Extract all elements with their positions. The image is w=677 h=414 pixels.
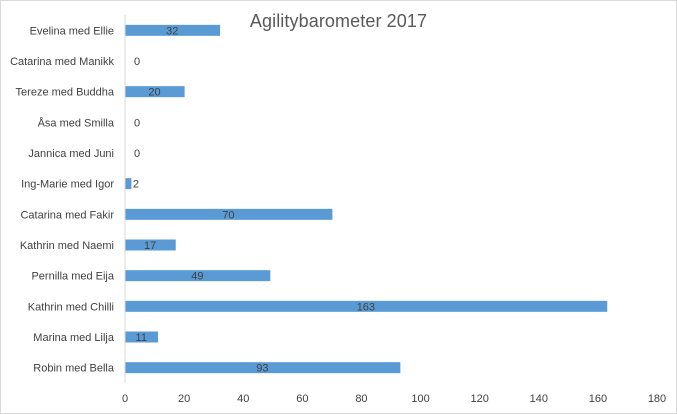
data-label: 32 [166,25,178,37]
category-label: Evelina med Ellie [30,25,114,37]
category-label: Kathrin med Chilli [28,301,114,313]
bar [125,300,608,312]
chart-title: Agilitybarometer 2017 [249,11,428,31]
bar [125,331,159,343]
x-tick-label: 0 [122,393,128,405]
x-tick-label: 100 [411,393,429,405]
bar [125,178,132,190]
bar [125,86,185,98]
data-label: 11 [136,332,147,344]
category-label: Catarina med Fakir [20,209,114,221]
data-label: 163 [357,301,375,313]
data-label: 0 [134,148,140,160]
x-tick-label: 180 [648,393,666,405]
category-label: Kathrin med Naemi [20,240,114,252]
data-label: 20 [148,87,160,99]
category-label: Jannica med Juni [28,148,114,160]
bar [125,270,271,282]
x-tick-label: 40 [237,393,249,405]
category-label: Robin med Bella [33,363,115,375]
data-label: 17 [144,240,156,252]
data-label: 2 [133,179,139,191]
bar [125,362,401,374]
bar [125,239,176,251]
category-label: Åsa med Smilla [38,116,115,129]
bar [125,24,221,36]
category-label: Tereze med Buddha [16,87,115,99]
data-label: 93 [256,363,268,375]
x-tick-label: 60 [296,393,308,405]
data-label: 49 [191,271,203,283]
x-tick-label: 160 [589,393,607,405]
x-tick-label: 20 [178,393,190,405]
data-label: 0 [134,117,140,129]
x-tick-label: 80 [355,393,367,405]
category-label: Pernilla med Eija [31,271,114,283]
category-label: Marina med Lilja [33,332,115,344]
x-tick-label: 140 [530,393,548,405]
bar [125,208,333,220]
data-label: 70 [222,209,234,221]
data-label: 0 [134,56,140,68]
x-tick-label: 120 [470,393,488,405]
category-label: Ing-Marie med Igor [21,179,114,191]
category-label: Catarina med Manikk [10,56,114,68]
